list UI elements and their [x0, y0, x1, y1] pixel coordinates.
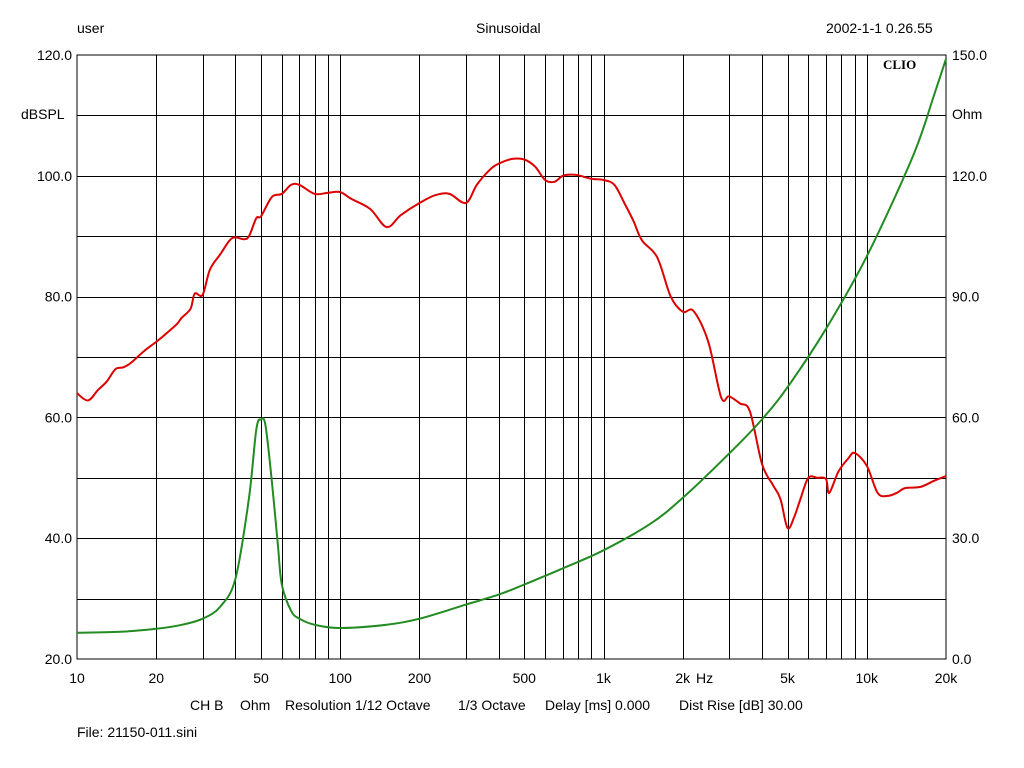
- x-unit-label: Hz: [696, 670, 713, 686]
- footer-delay: Delay [ms] 0.000: [545, 697, 651, 713]
- x-tick-label: 500: [513, 670, 537, 686]
- x-tick-label: 100: [329, 670, 353, 686]
- x-tick-label: 1k: [596, 670, 612, 686]
- x-tick-label: 200: [408, 670, 432, 686]
- footer-unit: Ohm: [240, 697, 271, 713]
- footer-file: File: 21150-011.sini: [77, 724, 198, 740]
- y-left-tick-label: 80.0: [45, 289, 72, 305]
- left-axis-label: dBSPL: [21, 106, 65, 122]
- x-tick-label: 10k: [855, 670, 879, 686]
- y-right-tick-label: 60.0: [952, 409, 979, 425]
- footer-resolution: Resolution 1/12 Octave: [285, 697, 431, 713]
- spl-curve: [76, 157, 947, 530]
- y-left-tick-label: 120.0: [37, 47, 72, 63]
- x-tick-label: 10: [69, 670, 85, 686]
- y-left-tick-label: 20.0: [45, 651, 72, 667]
- y-right-tick-label: 120.0: [952, 168, 987, 184]
- y-right-tick-label: 150.0: [952, 47, 987, 63]
- y-right-tick-label: 0.0: [952, 651, 972, 667]
- clio-watermark: CLIO: [883, 57, 916, 72]
- chart-grid: [77, 55, 946, 659]
- impedance-curve: [76, 58, 947, 634]
- footer-channel: CH B: [190, 697, 224, 713]
- y-right-tick-label: 30.0: [952, 530, 979, 546]
- x-tick-label: 20k: [935, 670, 959, 686]
- x-tick-label: 5k: [780, 670, 796, 686]
- y-left-tick-label: 40.0: [45, 530, 72, 546]
- y-left-tick-label: 60.0: [45, 409, 72, 425]
- x-tick-label: 2k: [675, 670, 691, 686]
- y-right-tick-label: 90.0: [952, 289, 979, 305]
- plot-frame: [76, 54, 947, 660]
- x-tick-label: 50: [253, 670, 269, 686]
- right-axis-label: Ohm: [952, 106, 982, 122]
- y-left-tick-label: 100.0: [37, 168, 72, 184]
- header-datetime: 2002-1-1 0.26.55: [826, 20, 933, 36]
- footer-smoothing: 1/3 Octave: [458, 697, 526, 713]
- header-mode: Sinusoidal: [476, 20, 541, 36]
- footer-dist-rise: Dist Rise [dB] 30.00: [679, 697, 803, 713]
- x-tick-label: 20: [148, 670, 164, 686]
- header-user: user: [77, 20, 105, 36]
